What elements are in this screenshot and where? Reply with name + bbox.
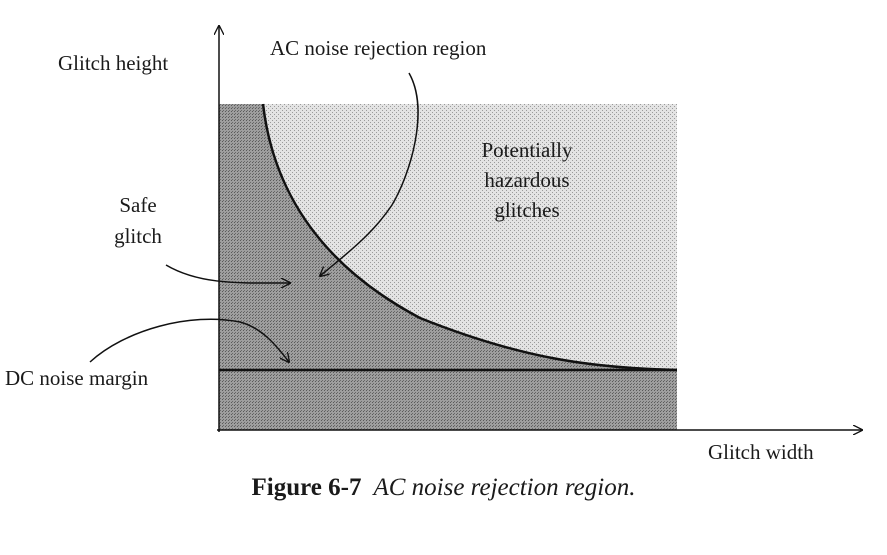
ac-rejection-curve — [261, 103, 678, 372]
hazardous-label-line-2: hazardous — [484, 168, 569, 192]
ac-region-pointer-arrow — [320, 72, 419, 276]
safe-region — [219, 104, 677, 430]
safe-glitch-label-line-1: Safe — [119, 193, 156, 217]
figure-title: AC noise rejection region. — [373, 474, 636, 501]
y-axis-label: Glitch height — [58, 51, 168, 75]
hazardous-label-line-1: Potentially — [482, 138, 573, 162]
hazardous-label-line-3: glitches — [494, 198, 559, 222]
noise-rejection-diagram: Glitch height Glitch width AC noise reje… — [5, 0, 887, 464]
x-axis-label: Glitch width — [708, 440, 814, 464]
safe-glitch-pointer-arrow — [165, 264, 290, 283]
dc-margin-pointer-arrow — [89, 318, 289, 362]
figure-number: Figure 6-7 — [251, 474, 362, 501]
safe-glitch-label-line-2: glitch — [114, 224, 162, 248]
dc-noise-margin-label: DC noise margin — [5, 366, 149, 390]
figure-caption: Figure 6-7 AC noise rejection region. — [0, 474, 887, 502]
ac-rejection-label: AC noise rejection region — [270, 36, 487, 60]
